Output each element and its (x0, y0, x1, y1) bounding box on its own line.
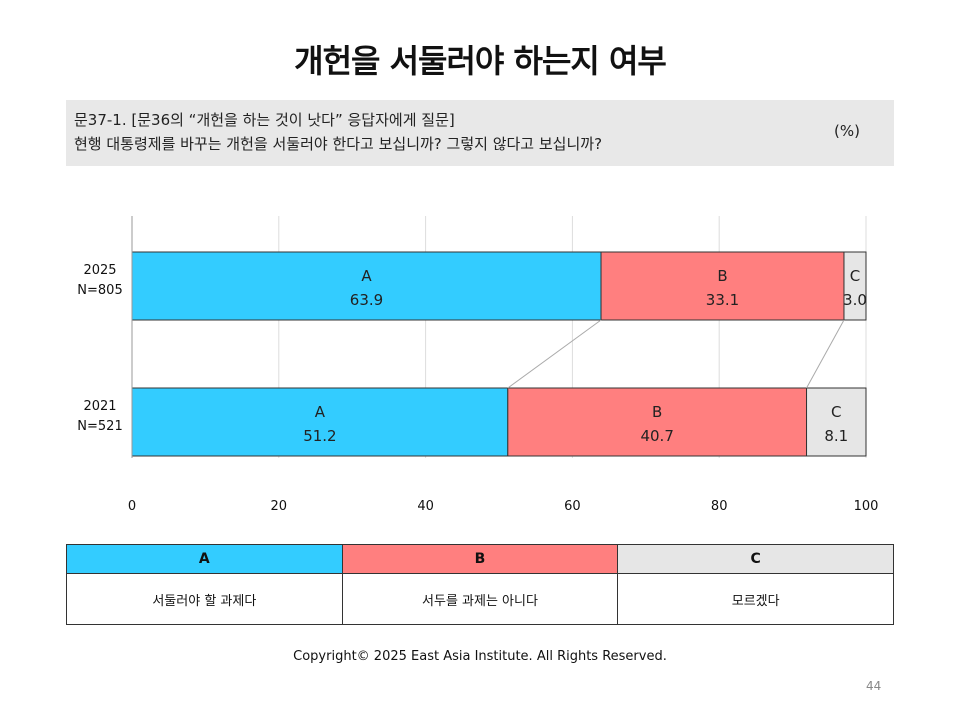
data-label: 40.7 (640, 427, 673, 445)
x-tick-label: 80 (711, 499, 728, 514)
legend-description-a: 서둘러야 할 과제다 (66, 573, 343, 625)
legend-header-b: B (341, 544, 619, 574)
bar-segment (507, 387, 808, 457)
legend-header-row: A B C (66, 544, 894, 574)
x-tick-label: 40 (417, 499, 434, 514)
category-label: N=521 (77, 419, 122, 434)
legend-description-c: 모르겠다 (617, 573, 894, 625)
segment-name-label: C (831, 403, 841, 421)
category-label: 2025 (83, 263, 116, 278)
segment-name-label: A (361, 267, 372, 285)
legend-description-b: 서두를 과제는 아니다 (341, 573, 619, 625)
data-label: 51.2 (303, 427, 336, 445)
segment-name-label: B (652, 403, 662, 421)
data-label: 8.1 (824, 427, 848, 445)
category-label: 2021 (83, 399, 116, 414)
question-line-2: 현행 대통령제를 바꾸는 개헌을 서둘러야 한다고 보십니까? 그렇지 않다고 … (74, 135, 603, 153)
legend-table: A B C 서둘러야 할 과제다 서두를 과제는 아니다 모르겠다 (66, 544, 894, 625)
data-label: 63.9 (350, 291, 383, 309)
unit-label: (%) (834, 122, 860, 140)
bar-segment (131, 251, 602, 321)
connector-line (806, 319, 845, 389)
segment-name-label: A (315, 403, 326, 421)
question-line-1: 문37-1. [문36의 “개헌을 하는 것이 낫다” 응답자에게 질문] (74, 111, 455, 129)
data-label: 3.0 (843, 291, 867, 309)
connector-line (507, 319, 602, 389)
legend-description-row: 서둘러야 할 과제다 서두를 과제는 아니다 모르겠다 (66, 573, 894, 625)
segment-name-label: B (717, 267, 727, 285)
stacked-bar-chart: 0 20 40 60 80 100 A 63.9 B 33.1 C 3.0 2025 N=805 A 51.2… (77, 216, 879, 514)
x-tick-label: 0 (128, 499, 136, 514)
x-tick-label: 100 (854, 499, 879, 514)
bar-segment (843, 251, 867, 321)
category-label: N=805 (77, 283, 122, 298)
bar-segment (131, 387, 509, 457)
bar-segment (600, 251, 845, 321)
legend-header-a: A (66, 544, 343, 574)
copyright-text: Copyright© 2025 East Asia Institute. All… (293, 649, 667, 664)
page-number: 44 (866, 679, 882, 693)
x-tick-label: 60 (564, 499, 581, 514)
x-tick-label: 20 (271, 499, 288, 514)
legend-header-c: C (617, 544, 894, 574)
segment-name-label: C (850, 267, 860, 285)
page-title: 개헌을 서둘러야 하는지 여부 (294, 42, 667, 80)
bar-segment (806, 387, 867, 457)
data-label: 33.1 (706, 291, 739, 309)
question-box: 문37-1. [문36의 “개헌을 하는 것이 낫다” 응답자에게 질문] 현행… (66, 100, 894, 166)
